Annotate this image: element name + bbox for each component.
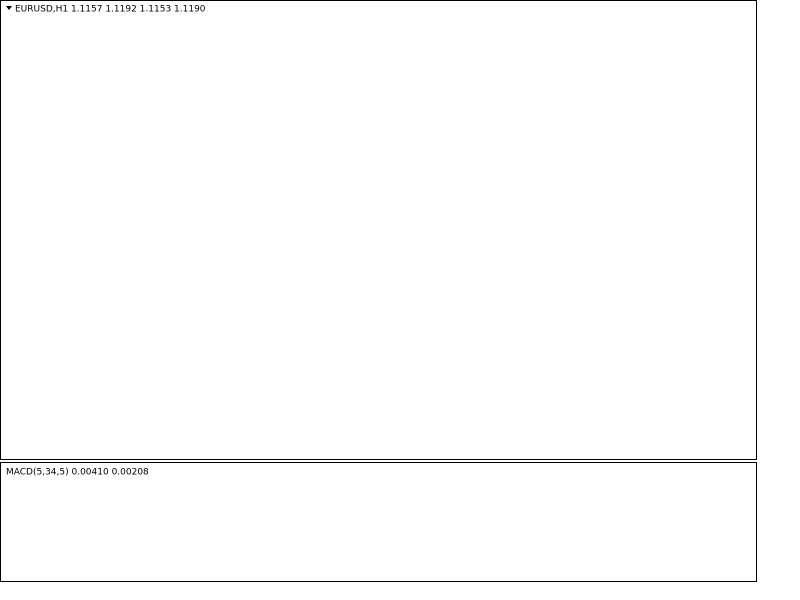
menu-triangle[interactable] bbox=[6, 6, 12, 10]
main-panel-border bbox=[0, 0, 757, 460]
chart-title: EURUSD,H1 1.1157 1.1192 1.1153 1.1190 bbox=[15, 5, 206, 15]
macd-panel-border bbox=[0, 462, 757, 582]
macd-title: MACD(5,34,5) 0.00410 0.00208 bbox=[6, 468, 149, 478]
